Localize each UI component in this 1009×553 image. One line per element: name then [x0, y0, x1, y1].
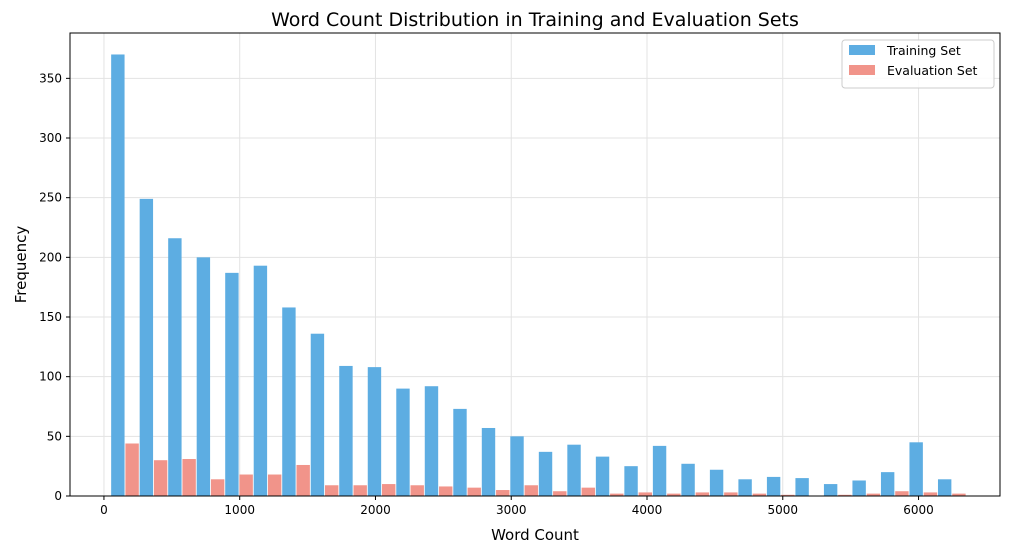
- chart-title: Word Count Distribution in Training and …: [271, 9, 799, 31]
- bar-evaluation: [923, 492, 938, 496]
- bar-training: [196, 257, 211, 496]
- x-tick-label: 5000: [768, 503, 799, 517]
- bar-evaluation: [667, 493, 681, 496]
- bar-training: [852, 480, 866, 496]
- bar-evaluation: [324, 485, 339, 496]
- x-tick-label: 3000: [496, 503, 527, 517]
- legend-swatch-evaluation: [849, 65, 875, 75]
- legend-swatch-training: [849, 45, 875, 55]
- bar-evaluation: [153, 460, 168, 496]
- bar-evaluation: [496, 490, 510, 496]
- bar-evaluation: [267, 474, 282, 496]
- bar-evaluation: [353, 485, 367, 496]
- bar-evaluation: [439, 486, 453, 496]
- y-tick-label: 50: [47, 429, 62, 443]
- bar-training: [139, 198, 154, 496]
- bar-training: [937, 479, 952, 496]
- x-axis-ticks: 0 1000 2000 3000 4000 5000 6000: [100, 496, 934, 517]
- bar-training: [709, 469, 724, 496]
- bar-training: [766, 476, 781, 496]
- bar-evaluation: [382, 484, 396, 496]
- bar-evaluation: [724, 492, 738, 496]
- bar-evaluation: [838, 494, 852, 496]
- bar-training: [738, 479, 752, 496]
- x-axis-label: Word Count: [491, 526, 579, 544]
- bar-training: [424, 386, 439, 496]
- bar-evaluation: [866, 493, 881, 496]
- bar-evaluation: [752, 493, 767, 496]
- y-axis-ticks: 0 50 100 150 200 250 300 350: [39, 71, 70, 503]
- bar-evaluation: [895, 491, 909, 496]
- bar-training: [111, 54, 125, 497]
- bar-training: [253, 265, 268, 496]
- bar-evaluation: [610, 493, 624, 496]
- legend-box: [841, 39, 995, 89]
- y-tick-label: 200: [39, 250, 62, 264]
- bar-training: [795, 478, 809, 496]
- bar-training: [538, 451, 553, 496]
- bar-evaluation: [239, 474, 253, 496]
- bar-training: [909, 442, 923, 496]
- bar-training: [225, 272, 239, 496]
- x-tick-label: 0: [100, 503, 108, 517]
- bar-evaluation: [524, 485, 538, 496]
- y-tick-label: 300: [39, 131, 62, 145]
- plot-frame: [69, 32, 1001, 497]
- bar-evaluation: [695, 492, 710, 496]
- bar-evaluation: [467, 487, 481, 496]
- x-tick-label: 2000: [360, 503, 391, 517]
- bar-training: [396, 388, 410, 496]
- y-tick-label: 250: [39, 191, 62, 205]
- bar-training: [567, 444, 581, 496]
- bar-evaluation: [210, 479, 225, 496]
- y-tick-label: 0: [54, 489, 62, 503]
- bar-training: [880, 472, 895, 496]
- bar-training: [168, 238, 182, 496]
- y-tick-label: 350: [39, 71, 62, 85]
- bar-training: [595, 456, 610, 496]
- bars: [111, 54, 966, 497]
- bar-training: [282, 307, 296, 496]
- bar-training: [481, 427, 496, 496]
- bar-training: [453, 408, 467, 496]
- bar-training: [310, 333, 325, 496]
- bar-training: [823, 484, 838, 496]
- y-tick-label: 100: [39, 370, 62, 384]
- x-tick-label: 1000: [224, 503, 255, 517]
- x-tick-label: 4000: [632, 503, 663, 517]
- x-tick-label: 6000: [903, 503, 934, 517]
- bar-evaluation: [638, 492, 653, 496]
- bar-training: [367, 367, 382, 496]
- y-axis-label: Frequency: [12, 226, 30, 304]
- bar-evaluation: [410, 485, 424, 496]
- legend-label-training: Training Set: [886, 43, 961, 58]
- bar-training: [681, 463, 695, 496]
- legend-label-evaluation: Evaluation Set: [887, 63, 978, 78]
- bar-training: [652, 445, 667, 496]
- grid-lines: [70, 33, 1000, 497]
- bar-evaluation: [952, 493, 966, 496]
- bar-evaluation: [296, 464, 310, 496]
- bar-training: [624, 466, 638, 496]
- bar-evaluation: [781, 494, 795, 496]
- legend: Training Set Evaluation Set: [841, 39, 995, 89]
- bar-evaluation: [182, 459, 196, 496]
- y-tick-label: 150: [39, 310, 62, 324]
- bar-training: [510, 436, 524, 496]
- bar-evaluation: [553, 491, 567, 496]
- bar-evaluation: [125, 443, 139, 496]
- bar-training: [339, 365, 353, 496]
- bar-evaluation: [581, 487, 595, 496]
